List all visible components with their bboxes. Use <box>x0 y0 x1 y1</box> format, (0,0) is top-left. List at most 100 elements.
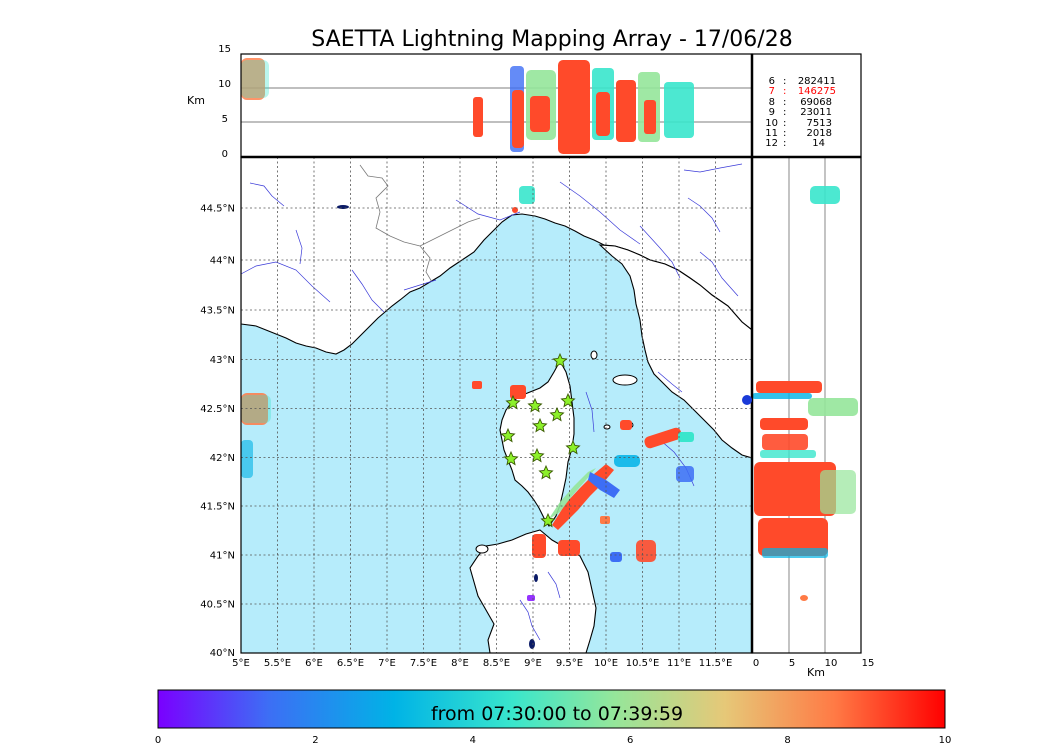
station-11 <box>538 464 554 480</box>
counts-value: 14 <box>812 138 825 149</box>
counts-level: 12 <box>765 138 778 149</box>
station-12 <box>540 512 556 528</box>
alt-tick: 0 <box>222 149 228 160</box>
station-7 <box>500 427 516 443</box>
y-tick: 40.5°N <box>200 600 235 611</box>
sardinia-lake-2 <box>534 574 538 582</box>
lat-cluster-north <box>810 186 840 204</box>
x-tick: 9.5°E <box>556 658 583 669</box>
x-tick: 8°E <box>451 658 469 669</box>
x-tick: 7°E <box>378 658 396 669</box>
station-3 <box>527 397 543 413</box>
source-cluster-south-a <box>532 534 546 558</box>
source-cluster-west-a-rim <box>241 395 271 423</box>
source-cluster-south-e <box>600 516 610 524</box>
station-2 <box>505 394 521 410</box>
x-tick: 5.5°E <box>264 658 291 669</box>
source-cluster-west-b <box>241 440 253 478</box>
lake <box>337 205 349 209</box>
alt-cluster-a <box>473 97 483 137</box>
counts-value: 69068 <box>800 97 832 108</box>
station-1 <box>552 352 568 368</box>
lat-axis-label: Km <box>807 666 825 679</box>
lat-cluster-upper-right <box>808 398 858 416</box>
x-tick: 9°E <box>524 658 542 669</box>
counts-sep: : <box>783 97 786 108</box>
alt-cluster-west <box>241 58 265 100</box>
alt-cluster-g2 <box>644 100 656 134</box>
lat-cluster-lower-edge <box>762 548 828 558</box>
alt-sources <box>241 58 694 154</box>
source-band-blue <box>588 472 620 498</box>
map-x-ticks: 5°E 5.5°E 6°E 6.5°E 7°E 7.5°E 8°E 8.5°E … <box>232 658 732 669</box>
source-cluster-w-corsica <box>472 381 482 389</box>
y-tick: 41°N <box>210 551 235 562</box>
counts-row: 10 : 7513 <box>765 118 832 129</box>
map-y-ticks: 40°N 40.5°N 41°N 41.5°N 42°N 42.5°N 43°N… <box>200 204 235 660</box>
counts-level: 11 <box>765 128 778 139</box>
counts-row: 8 : 69068 <box>769 97 832 108</box>
counts-sep: : <box>783 86 786 97</box>
time-colorbar: from 07:30:00 to 07:39:59 0 2 4 6 8 10 <box>155 689 951 746</box>
station-8 <box>565 439 581 455</box>
lat-cluster-lower <box>758 518 828 556</box>
y-tick: 42°N <box>210 453 235 464</box>
y-tick: 44°N <box>210 256 235 267</box>
y-tick: 42.5°N <box>200 404 235 415</box>
italy-coast <box>598 244 752 459</box>
alt-tick: 15 <box>218 44 231 55</box>
lat-cluster-mid-2 <box>762 434 808 450</box>
y-tick: 43.5°N <box>200 306 235 317</box>
source-dot-ligurian <box>512 207 518 213</box>
lat-tick: 15 <box>862 658 875 669</box>
lat-tick: 5 <box>789 658 795 669</box>
source-cluster-east-cyan <box>678 432 694 442</box>
station-4 <box>560 392 576 408</box>
figure-title: SAETTA Lightning Mapping Array - 17/06/2… <box>311 27 792 52</box>
counts-value: 282411 <box>798 76 836 87</box>
x-tick: 6.5°E <box>337 658 364 669</box>
counts-sep: : <box>783 118 786 129</box>
sardinia-lake <box>529 639 535 649</box>
map-panel: 5°E 5.5°E 6°E 6.5°E 7°E 7.5°E 8°E 8.5°E … <box>200 156 753 669</box>
source-cluster-south-d <box>610 552 622 562</box>
counts-value: 146275 <box>798 86 836 97</box>
alt-cluster-d <box>558 60 590 154</box>
x-tick: 11°E <box>667 658 691 669</box>
lat-cluster-mid <box>760 418 808 430</box>
station-9 <box>503 450 519 466</box>
colorbar-gradient <box>157 689 946 729</box>
lat-x-ticks: 0 5 10 15 <box>753 658 875 669</box>
colorbar-tick: 2 <box>312 735 318 746</box>
counts-level: 10 <box>765 118 778 129</box>
lat-tick: 10 <box>825 658 838 669</box>
source-cluster-sardinia <box>527 595 535 601</box>
counts-sep: : <box>783 128 786 139</box>
alt-cluster-e2 <box>596 92 610 136</box>
counts-level: 7 <box>769 86 775 97</box>
asinara-island <box>475 544 489 554</box>
rivers <box>241 163 743 641</box>
source-cluster-east-red <box>620 420 632 430</box>
alt-cluster-h <box>664 82 694 138</box>
counts-value: 23011 <box>800 107 832 118</box>
alt-tick: 10 <box>218 79 231 90</box>
colorbar-tick: 6 <box>627 735 633 746</box>
y-tick: 41.5°N <box>200 502 235 513</box>
counts-row: 11 : 2018 <box>765 128 832 139</box>
counts-row: 9 : 23011 <box>769 107 832 118</box>
source-cluster-south-b <box>558 540 580 556</box>
counts-row: 12 : 14 <box>765 138 825 149</box>
latitude-altitude-panel: 0 5 10 15 Km <box>751 156 875 679</box>
x-tick: 6°E <box>305 658 323 669</box>
country-borders <box>359 164 481 283</box>
lat-cluster-upper-blue <box>752 393 812 399</box>
station-5 <box>549 406 565 422</box>
map-sources <box>241 186 694 601</box>
altitude-longitude-panel: 0 5 10 15 Km <box>187 44 753 160</box>
lat-cluster-main-edge <box>820 470 856 514</box>
colorbar-tick: 8 <box>784 735 790 746</box>
y-tick: 43°N <box>210 355 235 366</box>
colorbar-tick: 4 <box>470 735 476 746</box>
